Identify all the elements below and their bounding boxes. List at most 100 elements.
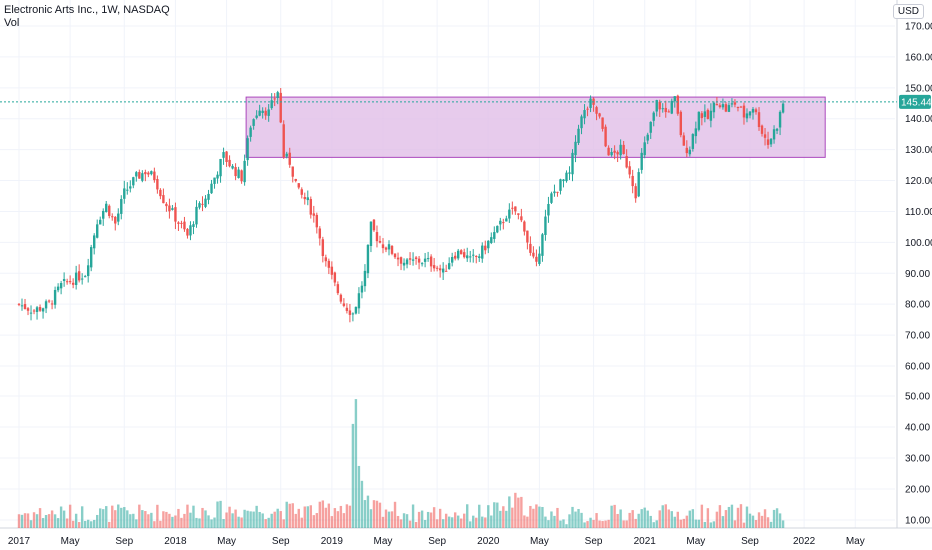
currency-badge[interactable]: USD (892, 4, 924, 19)
candle-body (526, 230, 529, 243)
volume-bar (327, 503, 331, 528)
candle-body (291, 166, 294, 177)
volume-bar (273, 511, 276, 528)
time-tick-label: 2022 (793, 536, 816, 547)
candle-body (739, 106, 743, 108)
candle-body (363, 270, 367, 287)
candle-body (622, 144, 625, 154)
candle-body (195, 206, 198, 225)
time-tick-label: Sep (428, 536, 446, 547)
volume-bar (544, 516, 547, 528)
candle-body (339, 294, 343, 302)
candle-body (71, 282, 75, 285)
volume-bar (180, 517, 183, 528)
candle-body (207, 193, 210, 200)
volume-bar (297, 508, 300, 528)
volume-bar (568, 514, 571, 528)
price-tick-label: 60.00 (905, 362, 930, 373)
volume-bar (769, 521, 773, 528)
volume-bar (550, 511, 553, 528)
candle-body (141, 173, 144, 181)
candle-body (469, 256, 472, 258)
volume-bar (402, 513, 406, 528)
candle-body (93, 235, 96, 249)
volume-bar (372, 500, 376, 528)
candle-body (466, 255, 469, 259)
candle-body (147, 172, 150, 175)
volume-bar (472, 515, 475, 528)
volume-bar (631, 510, 634, 528)
time-tick-label: 2017 (8, 536, 31, 547)
time-axis[interactable]: 2017 May Sep 2018 May Sep 2019 May Sep 2020 May Sep… (8, 536, 865, 547)
candle-body (574, 141, 577, 156)
candle-body (535, 256, 538, 262)
volume-bar (270, 513, 273, 528)
candle-body (372, 219, 376, 231)
volume-bar (592, 519, 595, 528)
time-tick-label: May (217, 536, 236, 547)
time-tick-label: 2021 (634, 536, 657, 547)
volume-bar (775, 508, 779, 528)
candle-body (74, 272, 78, 285)
volume-bar (763, 509, 767, 528)
candle-body (77, 271, 81, 281)
volume-bar (781, 520, 785, 528)
candle-body (144, 172, 147, 175)
candle-body (703, 111, 707, 117)
candle-body (547, 203, 550, 216)
candle-body (532, 252, 535, 257)
price-axis[interactable]: 170.00 160.00 150.00 140.00 130.00 120.00 110.… (899, 22, 932, 527)
volume-bar (56, 518, 60, 528)
candle-body (279, 92, 282, 123)
candle-body (246, 138, 249, 161)
candle-body (41, 308, 45, 312)
volume-bar (177, 508, 180, 528)
price-candles (17, 88, 785, 323)
candle-body (664, 107, 667, 113)
candle-body (83, 276, 87, 278)
volume-bar (93, 519, 96, 528)
volume-bar (195, 517, 198, 528)
volume-bar (141, 510, 144, 528)
candle-body (258, 110, 261, 116)
candle-body (721, 104, 725, 108)
volume-bar (77, 522, 81, 528)
candle-body (544, 216, 547, 235)
candle-body (649, 121, 652, 133)
candle-body (736, 106, 740, 109)
candle-body (252, 119, 255, 126)
volume-bar (393, 501, 397, 528)
candle-body (450, 257, 454, 263)
candle-body (670, 100, 673, 114)
candle-body (396, 257, 400, 260)
volume-bar (532, 508, 535, 528)
candle-body (502, 222, 505, 224)
volume-bar (26, 513, 30, 528)
candle-body (408, 258, 412, 260)
volume-bar (32, 512, 36, 528)
volume-bar (523, 515, 526, 528)
candle-body (285, 153, 288, 157)
candle-body (414, 257, 418, 259)
volume-bar (685, 515, 689, 528)
volume-bar (490, 515, 493, 528)
last-price-badge (899, 94, 931, 109)
volume-bar (282, 519, 285, 528)
volume-bar (658, 510, 661, 528)
volume-bar (727, 506, 731, 528)
candle-body (718, 105, 722, 108)
volume-bar (736, 507, 740, 528)
candle-body (306, 197, 309, 201)
volume-bar (41, 518, 45, 528)
volume-bar (228, 506, 231, 528)
volume-bar (369, 509, 373, 528)
volume-bar (135, 519, 138, 528)
price-zone (245, 96, 826, 158)
volume-bar (171, 516, 174, 528)
candle-body (781, 103, 785, 113)
candle-body (180, 222, 183, 224)
candle-body (102, 210, 105, 219)
candle-body (637, 172, 640, 197)
candle-body (17, 303, 21, 305)
